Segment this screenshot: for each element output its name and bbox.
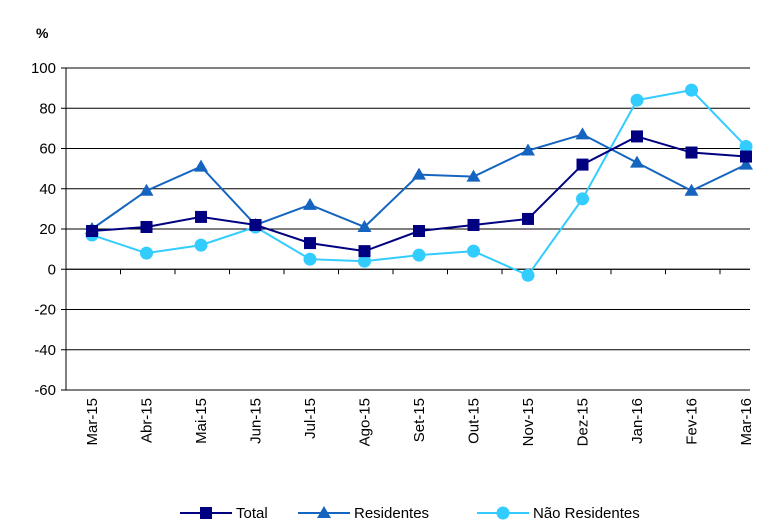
data-point bbox=[140, 220, 153, 233]
legend: Total Residentes Não Residentes bbox=[180, 505, 640, 522]
x-tick-label: Ago-15 bbox=[357, 398, 374, 446]
axes bbox=[61, 67, 750, 391]
data-point bbox=[139, 183, 154, 196]
data-point bbox=[631, 130, 643, 143]
x-tick-label: Jan-16 bbox=[629, 398, 646, 444]
legend-marker bbox=[317, 506, 331, 518]
data-point bbox=[522, 212, 534, 225]
data-point bbox=[739, 157, 753, 170]
x-tick-label: Nov-15 bbox=[520, 398, 537, 446]
x-tick-label: Abr-15 bbox=[139, 398, 156, 443]
data-point bbox=[86, 225, 98, 238]
data-point bbox=[140, 246, 153, 260]
data-point bbox=[467, 244, 480, 258]
data-point bbox=[521, 268, 535, 282]
data-point bbox=[684, 183, 699, 196]
data-point bbox=[195, 210, 207, 223]
data-point bbox=[630, 155, 644, 168]
y-unit-label: % bbox=[36, 25, 49, 41]
data-point bbox=[739, 139, 753, 153]
legend-label: Não Residentes bbox=[533, 505, 640, 522]
series-lines bbox=[85, 83, 753, 282]
data-point bbox=[304, 237, 316, 250]
y-tick-label: -20 bbox=[34, 302, 56, 319]
x-tick-label: Fev-16 bbox=[684, 398, 701, 445]
series-n-o-residentes bbox=[85, 83, 753, 282]
legend-marker bbox=[200, 507, 212, 519]
data-point bbox=[576, 158, 589, 171]
x-tick-label: Dez-15 bbox=[575, 398, 592, 446]
x-tick-label: Set-15 bbox=[411, 398, 428, 442]
y-tick-label: 20 bbox=[39, 221, 56, 238]
legend-label: Residentes bbox=[354, 505, 429, 522]
data-point bbox=[194, 238, 208, 252]
y-tick-label: 80 bbox=[39, 100, 56, 117]
data-point bbox=[521, 143, 535, 156]
x-tick-label: Mar-15 bbox=[84, 398, 101, 446]
data-point bbox=[412, 167, 426, 180]
data-point bbox=[630, 93, 644, 107]
grid-lines bbox=[66, 67, 750, 391]
data-point bbox=[194, 159, 208, 172]
data-point bbox=[358, 245, 371, 258]
y-tick-label: -40 bbox=[34, 342, 56, 359]
legend-label: Total bbox=[236, 505, 268, 522]
data-point bbox=[303, 197, 317, 210]
data-point bbox=[249, 218, 262, 231]
data-point bbox=[413, 225, 425, 238]
x-tick-label: Mai-15 bbox=[193, 398, 210, 444]
y-tick-label: -60 bbox=[34, 382, 56, 399]
legend-item: Não Residentes bbox=[477, 505, 640, 522]
legend-item: Residentes bbox=[298, 505, 429, 522]
data-point bbox=[358, 254, 371, 268]
data-point bbox=[685, 83, 698, 97]
data-point bbox=[685, 146, 698, 159]
data-point bbox=[740, 150, 752, 163]
series-total bbox=[86, 130, 752, 258]
legend-marker bbox=[496, 506, 510, 520]
data-point bbox=[575, 127, 590, 140]
x-tick-label: Out-15 bbox=[466, 398, 483, 444]
series-residentes bbox=[85, 127, 753, 234]
y-tick-label: 100 bbox=[31, 60, 56, 77]
data-point bbox=[466, 169, 481, 182]
y-tick-label: 40 bbox=[39, 181, 56, 198]
y-tick-label: 60 bbox=[39, 141, 56, 158]
x-tick-labels: Mar-15 Abr-15 Mai-15 Jun-15 Jul-15 Ago-15 Set-… bbox=[84, 398, 755, 446]
series-line bbox=[91, 89, 747, 277]
x-tick-label: Jul-15 bbox=[302, 398, 319, 439]
x-tick-label: Mar-16 bbox=[738, 398, 755, 446]
data-point bbox=[357, 219, 372, 232]
y-tick-labels: -60 -40 -20 0 20 40 60 80 100 bbox=[31, 60, 56, 399]
data-point bbox=[467, 218, 480, 231]
data-point bbox=[412, 248, 426, 262]
y-tick-label: 0 bbox=[48, 261, 56, 278]
data-point bbox=[576, 192, 589, 206]
legend-item: Total bbox=[180, 505, 268, 522]
data-point bbox=[303, 252, 317, 266]
x-tick-label: Jun-15 bbox=[248, 398, 265, 444]
